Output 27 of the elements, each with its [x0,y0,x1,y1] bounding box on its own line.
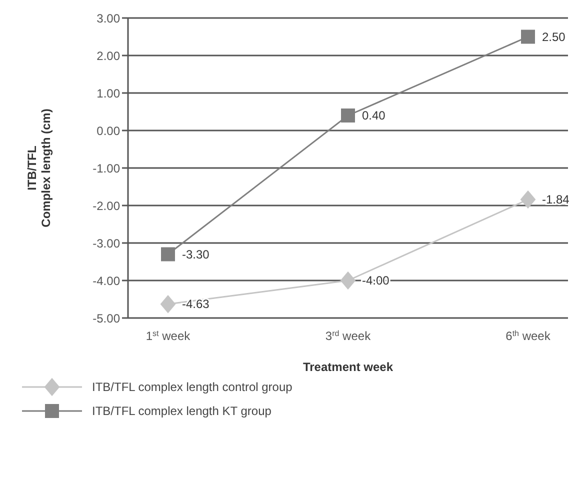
point [521,30,535,44]
data-label: -4.63 [182,297,210,312]
y-tick-label: -5.00 [92,311,120,326]
x-tick-label: 1$^{st}$ week [146,328,192,343]
y-tick-label: -2.00 [92,198,120,213]
point [161,247,175,262]
y-tick-label: 1.00 [96,86,120,100]
legend-label: ITB/TFL complex length control group [92,380,292,394]
y-tick-label: 0.00 [96,124,120,138]
x-tick-label: 6$^{th}$ week [506,328,552,343]
y-tick-label: -1.00 [92,161,120,176]
x-axis-title: Treatment week [302,360,394,374]
legend-label: ITB/TFL complex length KT group [92,404,272,418]
y-tick-label: 3.00 [96,11,120,26]
point [341,108,355,122]
y-tick-label: -3.00 [92,236,120,250]
y-tick-label: 2.00 [96,48,120,63]
data-label: -3.30 [182,247,210,262]
data-label: 2.50 [542,30,566,44]
point [160,295,176,314]
data-label: 0.40 [362,108,386,122]
y-axis-title: ITB/TFL Complex length (cm) [25,108,53,228]
data-label: -1.84 [542,192,570,206]
y-tick-label: -4.00 [92,274,120,288]
point [520,190,536,209]
x-tick-label: 3$^{rd}$ week [325,328,372,343]
point [340,271,356,290]
